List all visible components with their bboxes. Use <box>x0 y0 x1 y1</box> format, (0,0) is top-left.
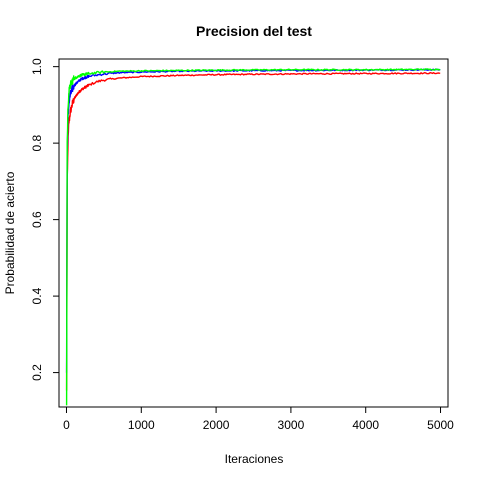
series-layer <box>65 68 441 406</box>
x-tick-label: 4000 <box>352 418 379 432</box>
y-tick-label: 0.2 <box>30 364 44 381</box>
x-tick-label: 2000 <box>203 418 230 432</box>
y-axis-label: Probabilidad de acierto <box>3 171 17 294</box>
x-axis: 0 1000 2000 3000 4000 5000 <box>63 406 454 432</box>
y-tick-label: 1.0 <box>30 58 44 75</box>
chart-title: Precision del test <box>196 23 312 39</box>
x-tick-label: 0 <box>63 418 70 432</box>
series-line-0 <box>65 71 441 391</box>
x-tick-label: 1000 <box>128 418 155 432</box>
x-tick-label: 3000 <box>278 418 305 432</box>
series-line-2 <box>65 68 441 406</box>
y-tick-label: 0.6 <box>30 211 44 228</box>
y-tick-label: 0.4 <box>30 287 44 304</box>
x-tick-label: 5000 <box>427 418 454 432</box>
y-tick-label: 0.8 <box>30 134 44 151</box>
y-axis: 0.2 0.4 0.6 0.8 1.0 <box>30 58 60 381</box>
x-axis-label: Iteraciones <box>225 452 284 466</box>
